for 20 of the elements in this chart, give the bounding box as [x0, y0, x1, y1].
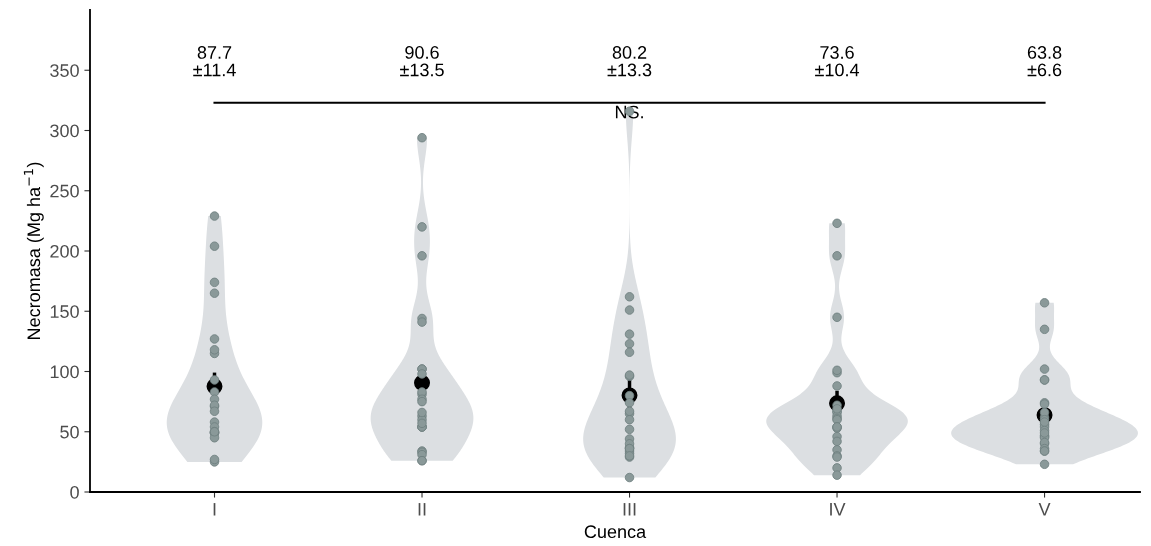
y-tick-label: 0 — [70, 485, 79, 499]
y-axis-title: Necromasa (Mg ha$^{−1}$) — [23, 162, 44, 339]
y-tick-label: 50 — [60, 425, 79, 439]
y-tick-label: 350 — [50, 64, 79, 77]
x-tick-label: III — [623, 503, 636, 516]
x-tick-label: V — [1038, 503, 1051, 516]
x-tick-label: II — [418, 503, 426, 516]
x-tick-label: I — [213, 503, 216, 516]
annotation: 80.2 ±13.3 — [607, 46, 652, 77]
y-tick-label: 250 — [50, 184, 79, 198]
annotation: 73.6 ±10.4 — [815, 46, 860, 77]
x-tick-label: IV — [830, 503, 846, 516]
annotation: 87.7 ±11.4 — [193, 46, 236, 77]
x-axis-title: Cuenca — [584, 525, 647, 539]
y-tick-label: 150 — [50, 305, 79, 318]
annotation: 63.8 ±6.6 — [1027, 46, 1062, 77]
y-tick-label: 100 — [50, 365, 79, 379]
y-tick-label: 300 — [50, 124, 79, 138]
y-tick-label: 200 — [50, 244, 79, 258]
annotation: 90.6 ±13.5 — [400, 46, 444, 77]
